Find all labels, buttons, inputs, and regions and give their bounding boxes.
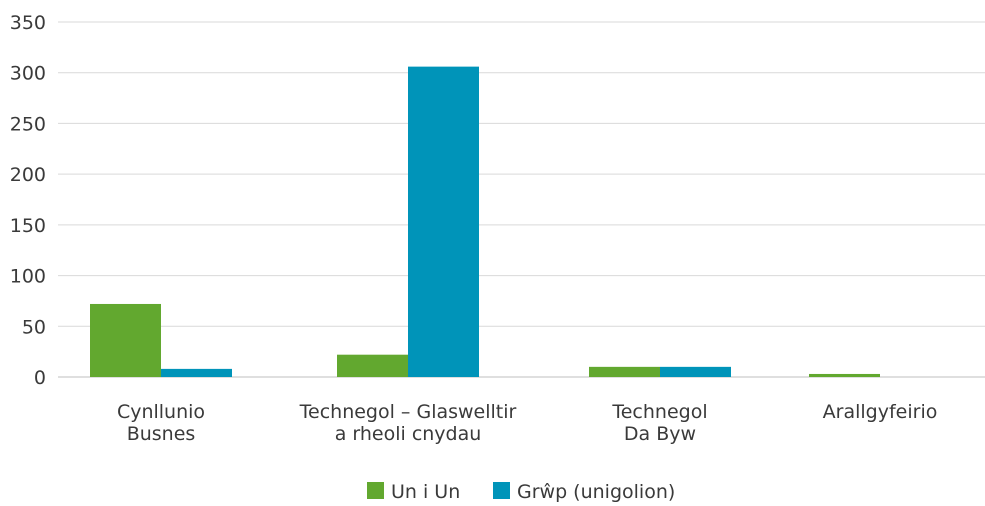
x-category-label: Cynllunio: [117, 401, 205, 423]
y-tick-label: 200: [10, 164, 46, 186]
y-tick-label: 150: [10, 215, 46, 237]
y-tick-label: 0: [34, 367, 46, 389]
bar-grwp-1: [408, 66, 479, 377]
legend: Un i Un Grŵp (unigolion): [367, 481, 675, 503]
bar-grwp-2: [660, 366, 731, 377]
y-tick-label: 50: [22, 316, 46, 338]
x-category-label: Technegol: [611, 401, 707, 423]
y-tick-label: 250: [10, 113, 46, 135]
bar-grwp-0: [161, 368, 232, 377]
legend-label: Un i Un: [391, 481, 460, 503]
bar-un-i-un-0: [90, 303, 161, 377]
bar-un-i-un-3: [809, 373, 880, 377]
x-category-label: Technegol – Glaswelltir: [299, 401, 517, 423]
bar-un-i-un-2: [589, 366, 660, 377]
legend-swatch: [367, 482, 384, 499]
y-axis-ticks: 0 50 100 150 200 250 300 350: [10, 12, 46, 389]
gridlines: [58, 21, 985, 378]
legend-swatch: [493, 482, 510, 499]
bars: [90, 66, 880, 377]
x-category-label: a rheoli cnydau: [335, 423, 482, 445]
x-category-label: Busnes: [127, 423, 196, 445]
x-category-label: Da Byw: [624, 423, 696, 445]
legend-label: Grŵp (unigolion): [517, 481, 675, 503]
x-category-label: Arallgyfeirio: [823, 401, 938, 423]
bar-un-i-un-1: [337, 354, 408, 377]
y-tick-label: 300: [10, 63, 46, 85]
y-tick-label: 350: [10, 12, 46, 34]
y-tick-label: 100: [10, 266, 46, 288]
